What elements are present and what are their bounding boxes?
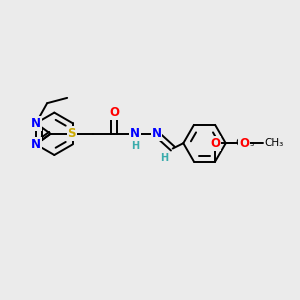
Text: O: O xyxy=(239,137,249,150)
Text: O: O xyxy=(109,106,119,119)
Text: N: N xyxy=(31,117,41,130)
Text: N: N xyxy=(152,127,161,140)
Text: N: N xyxy=(31,138,41,151)
Text: H: H xyxy=(160,153,169,163)
Text: H: H xyxy=(131,141,140,151)
Text: CH₃: CH₃ xyxy=(236,138,255,148)
Text: S: S xyxy=(68,127,76,140)
Text: CH₃: CH₃ xyxy=(265,138,284,148)
Text: N: N xyxy=(130,127,140,140)
Text: O: O xyxy=(210,137,220,150)
